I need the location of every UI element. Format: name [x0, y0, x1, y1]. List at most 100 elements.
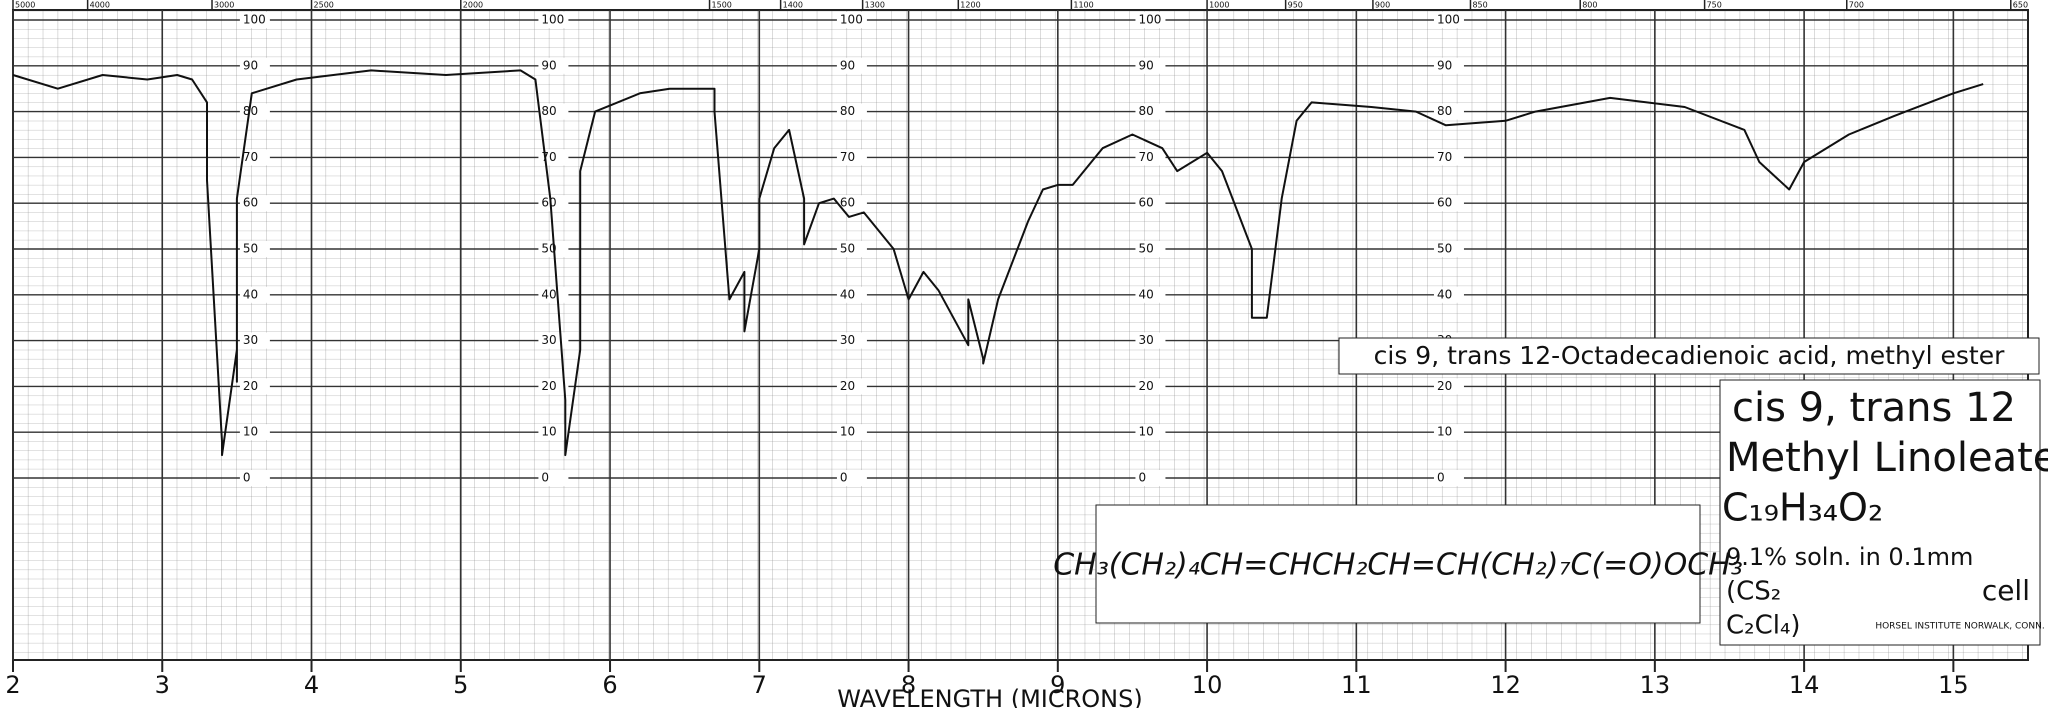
isomer: cis 9, trans 12: [1732, 385, 2016, 431]
x2-tick-label: 1400: [783, 1, 803, 10]
y-tick-label: 20: [541, 379, 556, 393]
y-label-bg: [239, 195, 270, 212]
y-tick-label: 60: [243, 196, 258, 210]
y-label-bg: [239, 332, 270, 349]
y-label-bg: [836, 378, 867, 395]
y-tick-label: 0: [1138, 471, 1146, 485]
y-label-bg: [1433, 424, 1464, 441]
x2-tick-label: 1100: [1073, 1, 1093, 10]
structure-box: [1095, 504, 1701, 624]
y-label-bg: [836, 57, 867, 74]
y-label-bg: [1135, 149, 1166, 166]
x2-tick-label: 750: [1707, 1, 1722, 10]
x2-tick-label: 5000: [15, 1, 35, 10]
y-tick-label: 40: [243, 287, 258, 301]
y-tick-label: 40: [840, 287, 855, 301]
x2-tick-label: 3000: [214, 1, 234, 10]
y-tick-label: 80: [1138, 104, 1153, 118]
y-tick-label: 80: [243, 104, 258, 118]
y-label-bg: [1433, 57, 1464, 74]
x-tick-label: 9: [1050, 671, 1065, 699]
y-label-bg: [538, 378, 569, 395]
y-tick-label: 30: [1138, 333, 1153, 347]
y-label-bg: [836, 470, 867, 486]
x2-tick-label: 650: [2013, 1, 2028, 10]
y-label-bg: [239, 57, 270, 74]
y-label-bg: [1433, 12, 1464, 28]
y-label-bg: [1135, 470, 1166, 486]
x-tick-label: 4: [304, 671, 319, 699]
solvent: C₂Cl₄): [1726, 611, 1801, 641]
y-label-bg: [1135, 286, 1166, 303]
x-tick-label: 7: [752, 671, 767, 699]
x2-tick-label: 1500: [712, 1, 732, 10]
y-label-bg: [1433, 470, 1464, 486]
y-label-bg: [538, 12, 569, 28]
x-tick-label: 5: [453, 671, 468, 699]
y-tick-label: 70: [1437, 150, 1452, 164]
x2-tick-label: 700: [1849, 1, 1864, 10]
y-label-bg: [1433, 149, 1464, 166]
y-label-bg: [1135, 332, 1166, 349]
y-tick-label: 20: [243, 379, 258, 393]
x2-tick-label: 4000: [90, 1, 110, 10]
y-tick-label: 40: [1138, 287, 1153, 301]
y-label-bg: [836, 149, 867, 166]
y-label-bg: [239, 378, 270, 395]
y-label-bg: [836, 241, 867, 257]
y-label-bg: [1433, 103, 1464, 120]
spectrum-line: [12, 69, 1984, 457]
y-label-bg: [1433, 378, 1464, 395]
y-tick-label: 30: [840, 333, 855, 347]
x2-tick-label: 2500: [314, 1, 334, 10]
y-label-bg: [1135, 103, 1166, 120]
y-tick-label: 50: [1437, 242, 1452, 256]
y-label-bg: [836, 103, 867, 120]
y-label-bg: [239, 286, 270, 303]
y-tick-label: 100: [243, 13, 266, 27]
y-tick-label: 0: [1437, 471, 1445, 485]
y-label-bg: [1433, 241, 1464, 257]
y-tick-label: 60: [1138, 196, 1153, 210]
y-tick-label: 90: [1138, 58, 1153, 72]
x-tick-label: 10: [1192, 671, 1223, 699]
y-tick-label: 0: [541, 471, 549, 485]
cell: cell: [1982, 574, 2030, 607]
solvent: (CS₂: [1726, 577, 1781, 607]
x-axis-label: WAVELENGTH (MICRONS): [837, 685, 1142, 708]
y-tick-label: 0: [840, 471, 848, 485]
y-tick-label: 80: [1437, 104, 1452, 118]
y-label-bg: [538, 470, 569, 486]
x2-tick-label: 850: [1472, 1, 1487, 10]
y-label-bg: [239, 241, 270, 257]
structure-formula: CH₃(CH₂)₄CH=CHCH₂CH=CH(CH₂)₇C(=O)OCH₃: [1053, 548, 1743, 583]
y-tick-label: 100: [1138, 13, 1161, 27]
y-label-bg: [538, 286, 569, 303]
y-label-bg: [836, 286, 867, 303]
y-label-bg: [836, 195, 867, 212]
y-tick-label: 50: [243, 242, 258, 256]
y-tick-label: 40: [541, 287, 556, 301]
y-tick-label: 70: [243, 150, 258, 164]
x-tick-label: 15: [1938, 671, 1969, 699]
y-tick-label: 50: [840, 242, 855, 256]
y-tick-label: 90: [541, 58, 556, 72]
y-tick-label: 10: [541, 425, 556, 439]
y-label-bg: [1135, 424, 1166, 441]
y-label-bg: [836, 424, 867, 441]
y-label-bg: [836, 12, 867, 28]
y-label-bg: [1433, 195, 1464, 212]
y-label-bg: [239, 103, 270, 120]
x-tick-label: 3: [155, 671, 170, 699]
x2-tick-label: 1200: [960, 1, 980, 10]
y-label-bg: [1135, 57, 1166, 74]
y-tick-label: 90: [840, 58, 855, 72]
y-label-bg: [1135, 12, 1166, 28]
name-box: [1338, 337, 2040, 375]
x-tick-label: 13: [1640, 671, 1671, 699]
y-tick-label: 80: [840, 104, 855, 118]
y-tick-label: 70: [1138, 150, 1153, 164]
x2-tick-label: 1300: [865, 1, 885, 10]
